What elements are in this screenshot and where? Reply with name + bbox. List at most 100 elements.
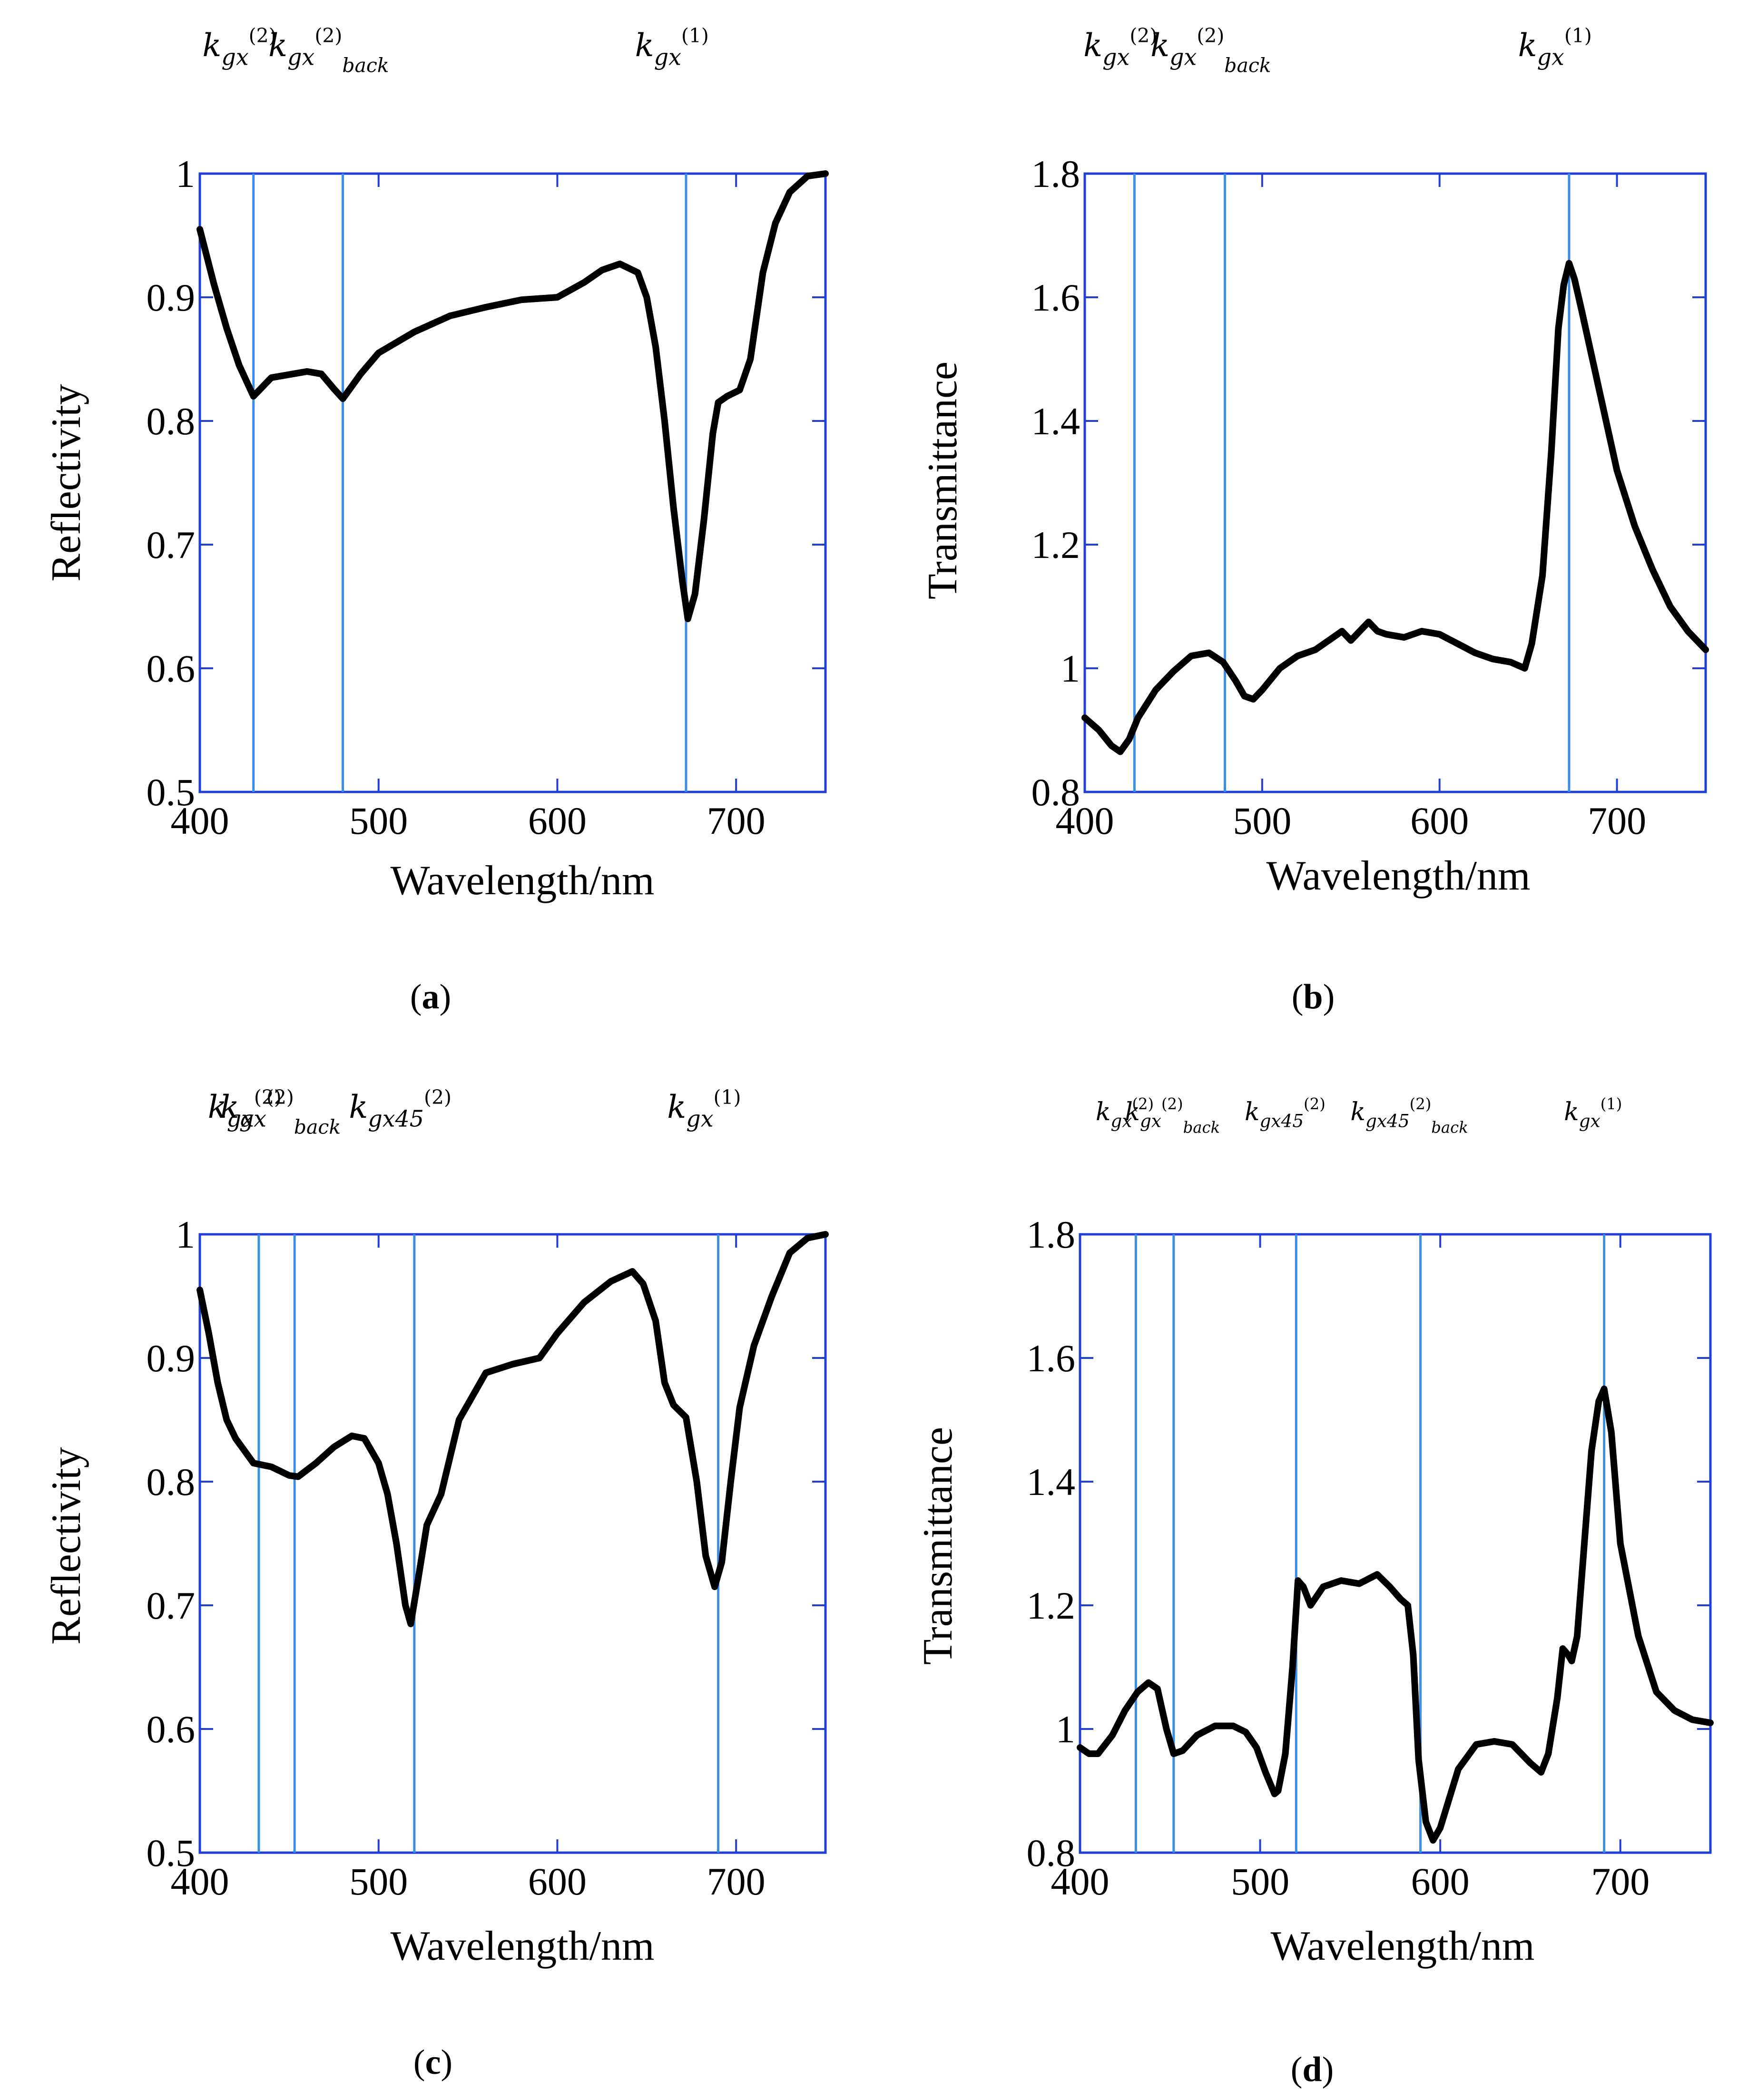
data-series (1077, 1386, 1714, 1844)
y-tick-label: 1.6 (1027, 1337, 1076, 1380)
y-tick-label: 0.6 (147, 1708, 196, 1751)
x-tick-label: 400 (1051, 1860, 1110, 1903)
y-tick-label: 1 (176, 1213, 195, 1256)
x-tick-label: 600 (1410, 799, 1469, 842)
panel-letter: b (1303, 977, 1323, 1016)
x-tick-label: 700 (707, 1860, 766, 1903)
k-annotation: kgx(1) (667, 1086, 741, 1133)
series-line (196, 1231, 829, 1627)
chart-panel-a: kgx(2)kgx(2)back kgx(1) 400 500 600 700 0.5 0.… (43, 24, 829, 1016)
y-tick-label: 0.5 (147, 1831, 196, 1875)
k-annotation: kgx45(2) (1245, 1095, 1326, 1131)
y-tick-label: 0.5 (147, 771, 196, 814)
y-tick-label: 1 (1056, 1708, 1075, 1751)
tick-marks (1084, 173, 1706, 793)
y-tick-label: 0.8 (147, 1460, 196, 1504)
k-annotation: kgx(2) (208, 1086, 282, 1133)
k-annotation: kgx45(2)back (1350, 1095, 1468, 1136)
y-tick-label: 1.8 (1031, 152, 1080, 195)
panel-label: (d) (1291, 2050, 1334, 2089)
x-tick-label: 700 (707, 799, 766, 842)
tick-labels: 400 500 600 700 0.5 0.6 0.7 0.8 0.9 1 (147, 1213, 766, 1903)
k-annotation: kgx(2) (202, 24, 276, 71)
plot-border (1083, 172, 1707, 793)
y-tick-label: 1.2 (1031, 523, 1080, 567)
x-tick-label: 600 (528, 1860, 587, 1903)
y-tick-label: 0.7 (147, 1584, 196, 1627)
panel-letter: a (422, 977, 440, 1016)
k-annotation: kgx(2) (1096, 1095, 1154, 1131)
x-tick-label: 700 (1591, 1860, 1650, 1903)
data-series (196, 170, 829, 622)
y-axis-label: Reflectivity (43, 1447, 89, 1644)
x-tick-label: 500 (1231, 1860, 1289, 1903)
panel-label: (c) (413, 2043, 452, 2082)
y-axis-label: Reflectivity (43, 384, 89, 581)
k-annotation: kgx(2) (1083, 24, 1157, 71)
x-tick-label: 400 (171, 799, 229, 842)
x-tick-label: 500 (1233, 799, 1291, 842)
k-annotation: kgx45(2) (349, 1086, 452, 1133)
y-axis-label: Transmittance (920, 361, 966, 599)
tick-marks (1079, 1233, 1710, 1854)
y-tick-label: 0.6 (147, 647, 196, 690)
x-tick-label: 700 (1588, 799, 1646, 842)
chart-panel-b: kgx(2)kgx(2)back kgx(1) 400 500 600 700 0.8 1 1… (920, 24, 1709, 1016)
y-tick-label: 1 (1061, 647, 1080, 690)
panel-letter: d (1302, 2050, 1322, 2089)
y-tick-label: 1 (176, 152, 195, 195)
y-tick-label: 1.6 (1031, 276, 1080, 319)
plot-border (1079, 1233, 1712, 1854)
annotation-row: kgx(2)kgx(2)back kgx(1) (1083, 24, 1592, 77)
y-tick-label: 0.8 (1031, 771, 1080, 814)
x-tick-label: 500 (349, 799, 408, 842)
k-annotation: kgx(1) (1564, 1095, 1622, 1131)
y-tick-label: 0.7 (147, 523, 196, 567)
plot-frame (198, 172, 827, 793)
y-tick-label: 0.8 (1027, 1831, 1076, 1875)
plot-border (198, 172, 827, 793)
k-annotation: kgx(1) (635, 24, 709, 71)
x-tick-label: 400 (171, 1860, 229, 1903)
series-line (1081, 260, 1709, 755)
x-axis-label: Wavelength/nm (1267, 853, 1531, 899)
plot-frame (1083, 172, 1707, 793)
x-tick-label: 600 (528, 799, 587, 842)
x-axis-label: Wavelength/nm (391, 858, 655, 904)
x-tick-label: 400 (1056, 799, 1114, 842)
series-line (196, 170, 829, 622)
y-axis-label: Transmittance (915, 1427, 961, 1665)
annotation-row: kgx(2)kgx(2)back kgx(1) (202, 24, 708, 77)
tick-labels: 400 500 600 700 0.8 1 1.2 1.4 1.6 1.8 (1031, 152, 1647, 842)
panel-letter: c (425, 2043, 441, 2082)
reference-lines (257, 1234, 720, 1853)
y-tick-label: 1.8 (1027, 1213, 1076, 1256)
x-axis-label: Wavelength/nm (391, 1923, 655, 1969)
k-annotation: kgx(2)back (268, 24, 389, 77)
chart-panel-d: kgx(2)kgx(2)back kgx45(2) kgx45(2)back kgx(… (915, 1095, 1714, 2089)
y-tick-label: 1.2 (1027, 1584, 1076, 1627)
k-annotation: kgx(2)back (1150, 24, 1271, 77)
y-tick-label: 1.4 (1031, 400, 1080, 443)
panel-label: (a) (410, 977, 451, 1016)
tick-labels: 400 500 600 700 0.5 0.6 0.7 0.8 0.9 1 (147, 152, 766, 842)
panel-label: (b) (1292, 977, 1335, 1016)
data-series (196, 1231, 829, 1627)
annotation-row: kgx(2)kgx(2)back kgx45(2) kgx45(2)back kgx(… (1096, 1095, 1622, 1136)
tick-marks (199, 1233, 825, 1854)
data-series (1081, 260, 1709, 755)
y-tick-label: 0.9 (147, 276, 196, 319)
k-annotation: kgx(1) (1518, 24, 1592, 71)
series-line (1077, 1386, 1714, 1844)
k-annotation: kgx(2)back (220, 1086, 341, 1139)
y-tick-label: 0.9 (147, 1337, 196, 1380)
plot-frame (1079, 1233, 1712, 1854)
y-tick-label: 1.4 (1027, 1460, 1076, 1504)
x-tick-label: 600 (1411, 1860, 1470, 1903)
tick-labels: 400 500 600 700 0.8 1 1.2 1.4 1.6 1.8 (1027, 1213, 1650, 1903)
reference-lines (252, 174, 687, 792)
plot-border (198, 1233, 827, 1854)
